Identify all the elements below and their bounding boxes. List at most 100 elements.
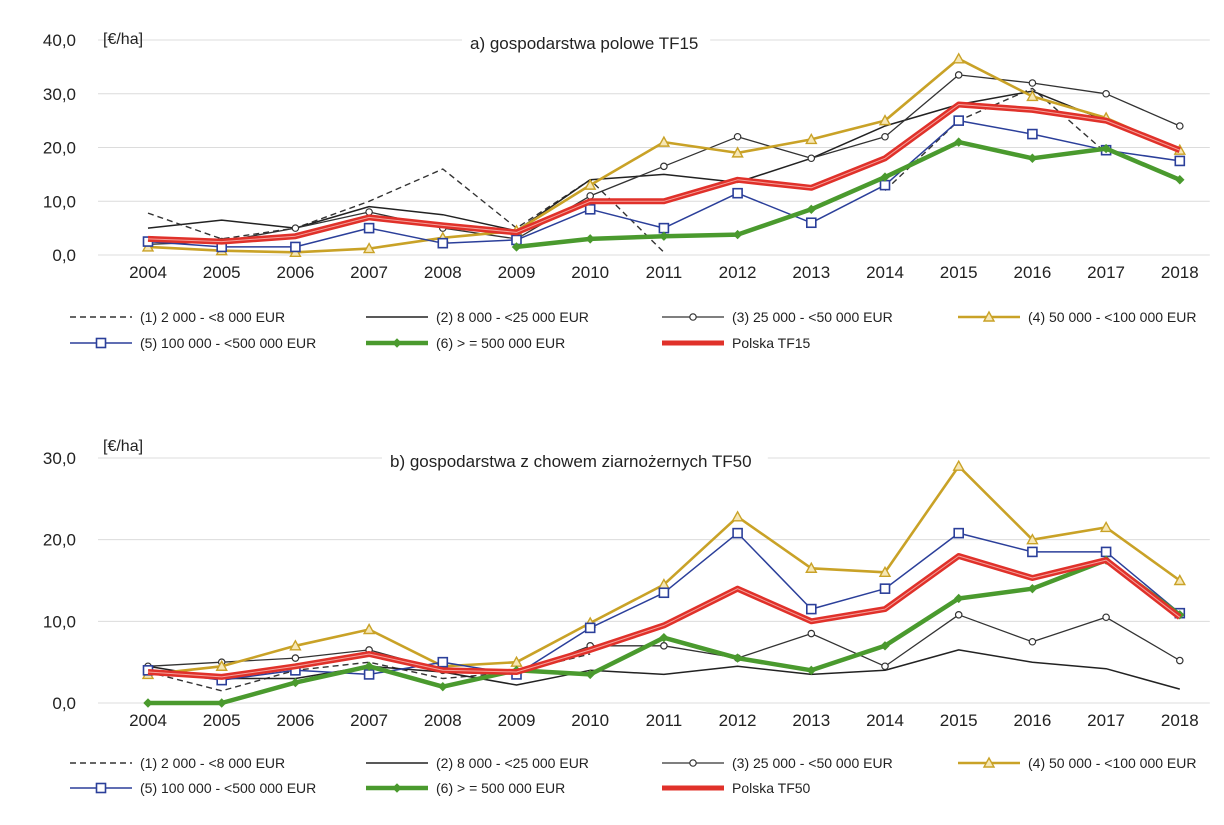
data-point <box>805 603 817 615</box>
data-point <box>657 135 671 147</box>
legend-marker <box>95 337 107 349</box>
data-point <box>1027 153 1038 163</box>
data-point <box>953 527 965 539</box>
y-tick-label: 10,0 <box>43 612 76 631</box>
legend-marker <box>392 783 402 793</box>
data-point <box>733 132 742 141</box>
data-point <box>1027 546 1038 558</box>
legend-item: (6) > = 500 000 EUR <box>366 335 565 351</box>
data-point <box>731 510 744 522</box>
data-point <box>291 224 300 232</box>
x-tick-label: 2012 <box>719 711 757 730</box>
series-line <box>147 532 1181 681</box>
x-tick-label: 2006 <box>276 711 314 730</box>
x-tick-label: 2014 <box>866 711 904 730</box>
legend-marker <box>392 338 402 348</box>
series-line <box>147 90 1181 232</box>
data-point <box>584 622 596 634</box>
data-point <box>880 172 890 182</box>
data-point <box>807 154 816 163</box>
series-2 <box>147 649 1181 690</box>
x-tick-label: 2004 <box>129 263 167 282</box>
data-point <box>1173 574 1186 586</box>
legend-marker <box>689 313 697 321</box>
x-tick-label: 2015 <box>940 263 978 282</box>
legend-marker <box>982 756 996 768</box>
legend-label: (1) 2 000 - <8 000 EUR <box>140 755 285 771</box>
legend-label: (5) 100 000 - <500 000 EUR <box>140 335 316 351</box>
data-point <box>732 527 743 539</box>
data-point <box>1026 89 1039 102</box>
data-point <box>954 610 963 619</box>
data-point <box>365 208 373 216</box>
data-point <box>953 137 964 147</box>
data-point <box>658 222 670 234</box>
y-tick-label: 0,0 <box>52 694 76 713</box>
series-6 <box>511 137 1185 252</box>
legend-item: (4) 50 000 - <100 000 EUR <box>958 755 1197 771</box>
legend-item: (3) 25 000 - <50 000 EUR <box>662 309 893 325</box>
data-point <box>878 114 892 126</box>
series-2 <box>147 90 1181 232</box>
legend-label: Polska TF50 <box>732 780 811 796</box>
series-line <box>147 74 1181 245</box>
legend-label: (4) 50 000 - <100 000 EUR <box>1028 309 1197 325</box>
data-point <box>954 71 963 79</box>
legend-marker <box>689 759 697 767</box>
legend-label: (2) 8 000 - <25 000 EUR <box>436 309 589 325</box>
y-tick-label: 40,0 <box>43 31 76 50</box>
x-tick-label: 2009 <box>498 711 536 730</box>
legend-item: (2) 8 000 - <25 000 EUR <box>366 309 589 325</box>
data-point <box>732 187 743 199</box>
data-point <box>585 234 595 244</box>
x-tick-label: 2011 <box>646 263 683 282</box>
x-tick-label: 2008 <box>424 263 462 282</box>
x-tick-label: 2006 <box>276 263 314 282</box>
legend-item: Polska TF50 <box>662 780 811 796</box>
y-tick-label: 10,0 <box>43 192 76 211</box>
x-tick-label: 2010 <box>571 263 609 282</box>
data-point <box>291 654 300 662</box>
legend-item: (2) 8 000 - <25 000 EUR <box>366 755 589 771</box>
title-background <box>382 449 768 473</box>
data-point <box>1100 546 1112 558</box>
data-point <box>880 641 890 651</box>
series-7 <box>147 553 1182 680</box>
series-line-highlight <box>147 555 1181 678</box>
data-point <box>362 623 376 635</box>
x-tick-label: 2005 <box>203 263 241 282</box>
data-point <box>1102 613 1110 622</box>
series-line <box>147 649 1181 690</box>
data-point <box>1027 128 1038 140</box>
x-tick-label: 2014 <box>866 263 904 282</box>
x-tick-label: 2005 <box>203 711 241 730</box>
x-tick-label: 2017 <box>1087 263 1125 282</box>
data-point <box>732 653 743 663</box>
data-point <box>952 459 965 471</box>
data-point <box>807 629 816 638</box>
data-point <box>438 681 448 692</box>
legend-item: (6) > = 500 000 EUR <box>366 780 565 796</box>
data-point <box>437 656 449 668</box>
y-tick-label: 20,0 <box>43 139 76 158</box>
data-point <box>289 639 302 651</box>
legend-item: (3) 25 000 - <50 000 EUR <box>662 755 893 771</box>
series-line <box>147 101 1181 245</box>
series-line-highlight <box>147 104 1180 243</box>
data-point <box>1102 89 1110 98</box>
data-point <box>881 662 889 671</box>
data-point <box>1028 79 1037 87</box>
x-tick-label: 2004 <box>129 711 167 730</box>
series-5 <box>142 115 1186 253</box>
x-tick-label: 2007 <box>350 711 388 730</box>
data-point <box>660 162 668 171</box>
data-point <box>805 132 818 145</box>
y-axis-unit: [€/ha] <box>103 31 143 48</box>
chart-panel-b: 0,0 10,0 20,0 30,0 2004 2005 2006 2007 2008 2009 2… <box>43 438 1210 796</box>
data-point <box>437 237 449 249</box>
data-point <box>731 146 744 158</box>
data-point <box>1028 637 1037 646</box>
title-background <box>462 31 711 55</box>
